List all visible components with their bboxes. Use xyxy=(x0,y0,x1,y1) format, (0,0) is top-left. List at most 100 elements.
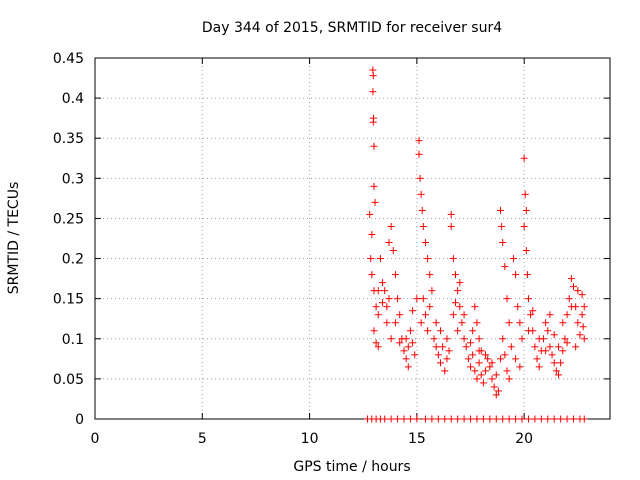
data-point xyxy=(563,311,571,319)
data-point xyxy=(421,311,429,319)
data-point xyxy=(548,351,556,359)
data-point xyxy=(505,319,513,327)
data-point xyxy=(449,255,457,263)
data-point xyxy=(411,351,419,359)
data-point xyxy=(535,363,543,371)
data-point xyxy=(473,319,481,327)
data-point xyxy=(452,271,459,279)
data-point xyxy=(550,331,558,339)
data-point xyxy=(381,415,389,423)
data-point xyxy=(441,415,449,423)
data-point xyxy=(555,343,562,351)
data-point xyxy=(559,319,567,327)
data-point xyxy=(432,343,440,351)
data-point xyxy=(501,351,509,359)
x-tick-label: 20 xyxy=(515,431,533,447)
data-point xyxy=(497,206,505,214)
data-point xyxy=(421,239,429,247)
data-point xyxy=(396,339,404,347)
data-point xyxy=(449,311,457,319)
data-point xyxy=(486,415,494,423)
data-point xyxy=(579,323,587,331)
data-point xyxy=(518,335,526,343)
data-point xyxy=(501,263,509,271)
y-tick-label: 0 xyxy=(75,412,84,428)
data-point xyxy=(544,415,552,423)
data-point xyxy=(421,415,429,423)
data-point xyxy=(389,247,397,255)
data-point xyxy=(563,415,571,423)
data-point xyxy=(486,363,494,371)
data-point xyxy=(492,415,500,423)
data-point xyxy=(475,347,483,355)
data-point xyxy=(498,222,506,230)
data-point xyxy=(441,367,449,375)
data-point xyxy=(479,379,487,387)
data-point xyxy=(572,343,580,351)
data-point xyxy=(415,137,423,145)
data-point xyxy=(434,415,442,423)
data-point xyxy=(512,415,520,423)
data-point xyxy=(535,335,543,343)
data-point xyxy=(447,222,455,230)
x-tick-labels: 0 5 10 15 20 xyxy=(91,431,534,447)
data-point xyxy=(426,303,434,311)
data-point xyxy=(516,363,524,371)
data-point xyxy=(524,415,532,423)
data-point xyxy=(514,303,522,311)
data-point xyxy=(369,72,377,80)
data-point xyxy=(374,311,382,319)
data-point xyxy=(490,383,498,391)
data-point xyxy=(563,339,571,347)
data-point xyxy=(394,295,402,303)
data-point xyxy=(537,415,545,423)
data-point xyxy=(567,275,575,283)
data-point xyxy=(454,287,462,295)
data-point xyxy=(460,311,468,319)
data-point xyxy=(387,335,395,343)
data-point xyxy=(381,287,389,295)
data-point xyxy=(387,415,395,423)
data-point xyxy=(499,239,507,247)
data-point xyxy=(460,335,468,343)
data-point xyxy=(383,319,391,327)
data-point xyxy=(574,287,582,295)
data-point xyxy=(419,222,427,230)
data-point xyxy=(531,415,539,423)
data-point xyxy=(522,206,530,214)
data-point xyxy=(559,347,567,355)
data-point xyxy=(546,311,554,319)
data-point xyxy=(503,295,511,303)
data-point xyxy=(436,359,444,367)
data-point xyxy=(524,295,532,303)
data-point xyxy=(507,343,515,351)
data-point xyxy=(424,327,432,335)
data-point xyxy=(471,303,479,311)
data-point xyxy=(482,367,490,375)
data-point xyxy=(488,359,496,367)
data-point xyxy=(434,351,442,359)
data-point xyxy=(512,355,520,363)
data-point xyxy=(424,255,432,263)
data-point xyxy=(550,359,558,367)
data-point xyxy=(550,415,558,423)
data-points xyxy=(364,66,588,423)
data-point xyxy=(379,279,387,287)
data-point xyxy=(387,222,395,230)
data-point xyxy=(505,375,513,383)
data-point xyxy=(404,363,412,371)
data-point xyxy=(527,311,535,319)
data-point xyxy=(406,415,414,423)
y-tick-label: 0.45 xyxy=(53,51,84,67)
data-point xyxy=(529,307,537,315)
data-point xyxy=(456,303,464,311)
data-point xyxy=(447,415,455,423)
data-point xyxy=(520,222,528,230)
data-point xyxy=(475,335,483,343)
axis-ticks xyxy=(94,57,610,420)
data-point xyxy=(522,247,530,255)
data-point xyxy=(479,415,487,423)
data-point xyxy=(578,291,586,299)
data-point xyxy=(469,351,477,359)
x-tick-label: 5 xyxy=(198,431,207,447)
